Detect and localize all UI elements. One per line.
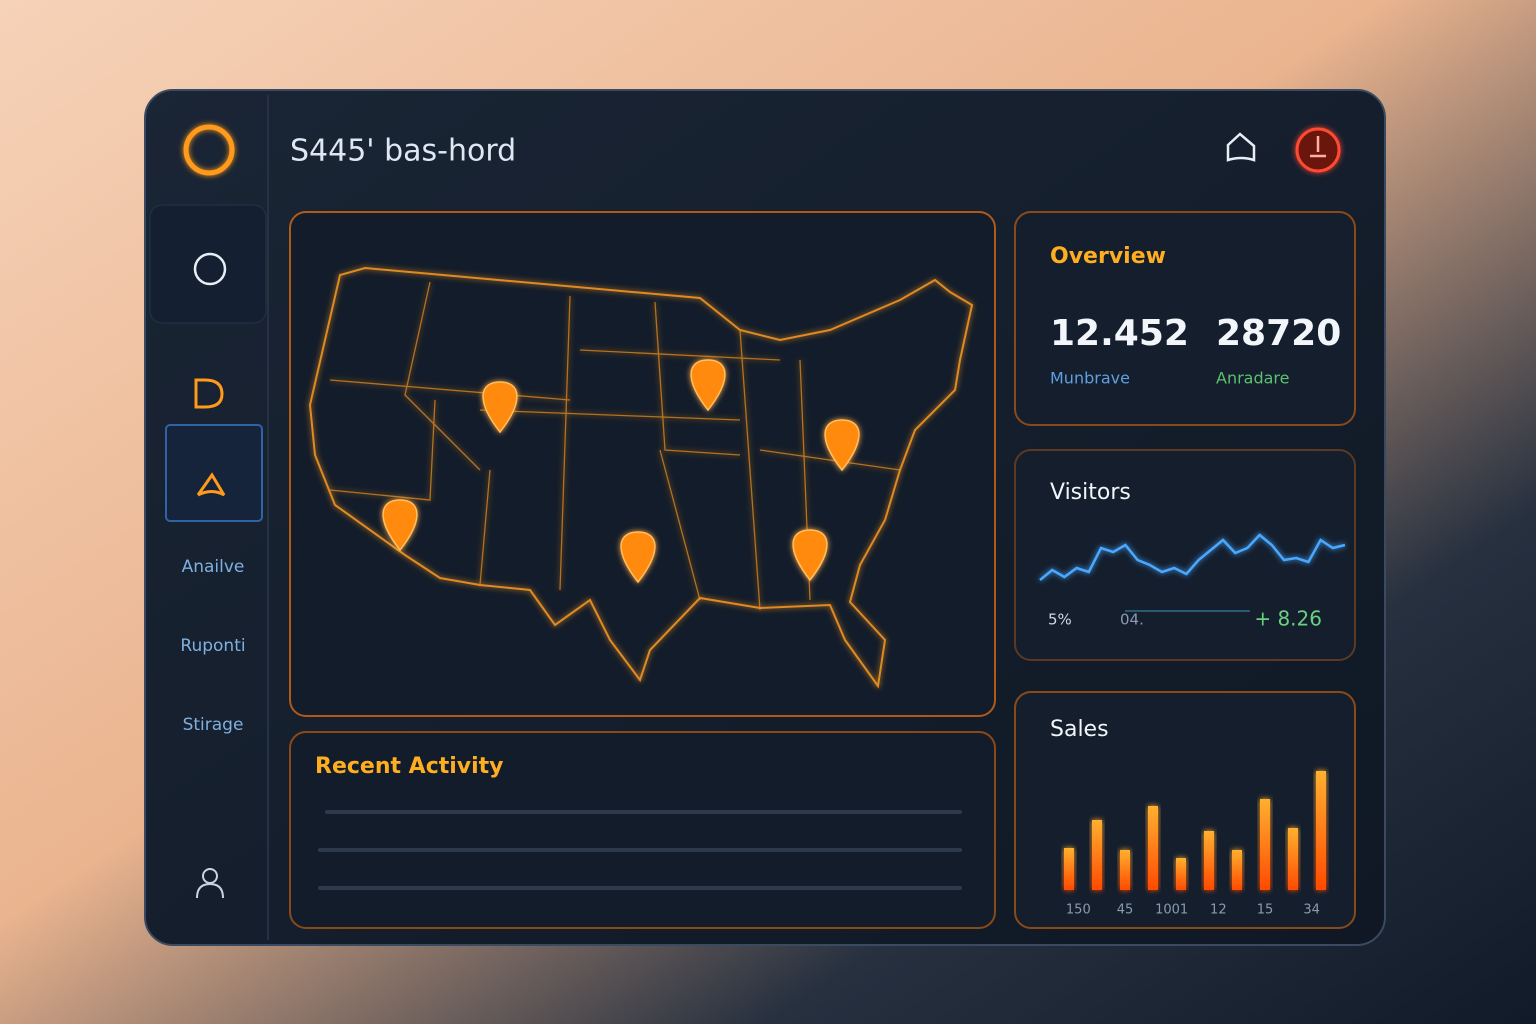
nav-icon [193, 252, 227, 286]
nav-label[interactable]: Stirage [183, 715, 244, 735]
sales-bar [1120, 850, 1130, 890]
visitors-line [1039, 533, 1346, 581]
stat-label: Munbrave [1050, 369, 1130, 388]
nav-tile[interactable] [149, 204, 267, 324]
nav-label[interactable]: Ruponti [180, 636, 245, 656]
card-title: Recent Activity [315, 754, 504, 779]
sales-bar [1176, 858, 1186, 890]
sales-axis-label: 15 [1257, 903, 1274, 918]
sales-axis-label: 150 [1066, 903, 1091, 918]
sales-bar [1316, 771, 1326, 890]
nav-label[interactable]: Anailve [182, 557, 245, 577]
visitors-stat: 04. [1120, 611, 1144, 629]
card-title: Sales [1050, 717, 1109, 742]
sales-axis-label: 1001 [1155, 903, 1188, 918]
sales-bar [1148, 806, 1158, 890]
sales-bar [1064, 848, 1074, 890]
logo [183, 124, 235, 176]
sales-axis-label: 12 [1210, 903, 1227, 918]
sales-bar [1232, 850, 1242, 890]
nav-icon[interactable] [194, 378, 224, 409]
visitors-card [1014, 449, 1356, 661]
nav-active[interactable] [165, 424, 263, 522]
us-map [308, 266, 974, 689]
overview-card [1014, 211, 1356, 426]
card-title: Overview [1050, 244, 1166, 269]
card-title: Visitors [1050, 480, 1131, 505]
widgets: Overview 12.452 Munbrave 28720 Anradare Visit… [315, 244, 1346, 918]
visitors-stat: 5% [1048, 611, 1072, 629]
profile-icon [1310, 136, 1326, 158]
sales-bar [1092, 820, 1102, 890]
sales-bar [1288, 828, 1298, 890]
app-title: S445' bas-hord [290, 134, 516, 169]
home-button[interactable] [1226, 132, 1256, 162]
sidebar-menu: Anailve Ruponti Stirage [180, 557, 245, 735]
sales-bar [1260, 799, 1270, 890]
stat-value: 28720 [1216, 313, 1341, 354]
nav-icon [196, 472, 226, 497]
stat-label: Anradare [1216, 369, 1290, 388]
sales-axis-label: 45 [1117, 903, 1134, 918]
map-card [289, 211, 996, 717]
stat-value: 12.452 [1050, 313, 1189, 354]
recent-card [289, 731, 996, 929]
user-icon [196, 882, 224, 899]
visitors-stat: + 8.26 [1254, 607, 1322, 631]
sales-axis-label: 34 [1303, 903, 1320, 918]
map-pins [382, 359, 860, 584]
sales-bar [1204, 831, 1214, 890]
